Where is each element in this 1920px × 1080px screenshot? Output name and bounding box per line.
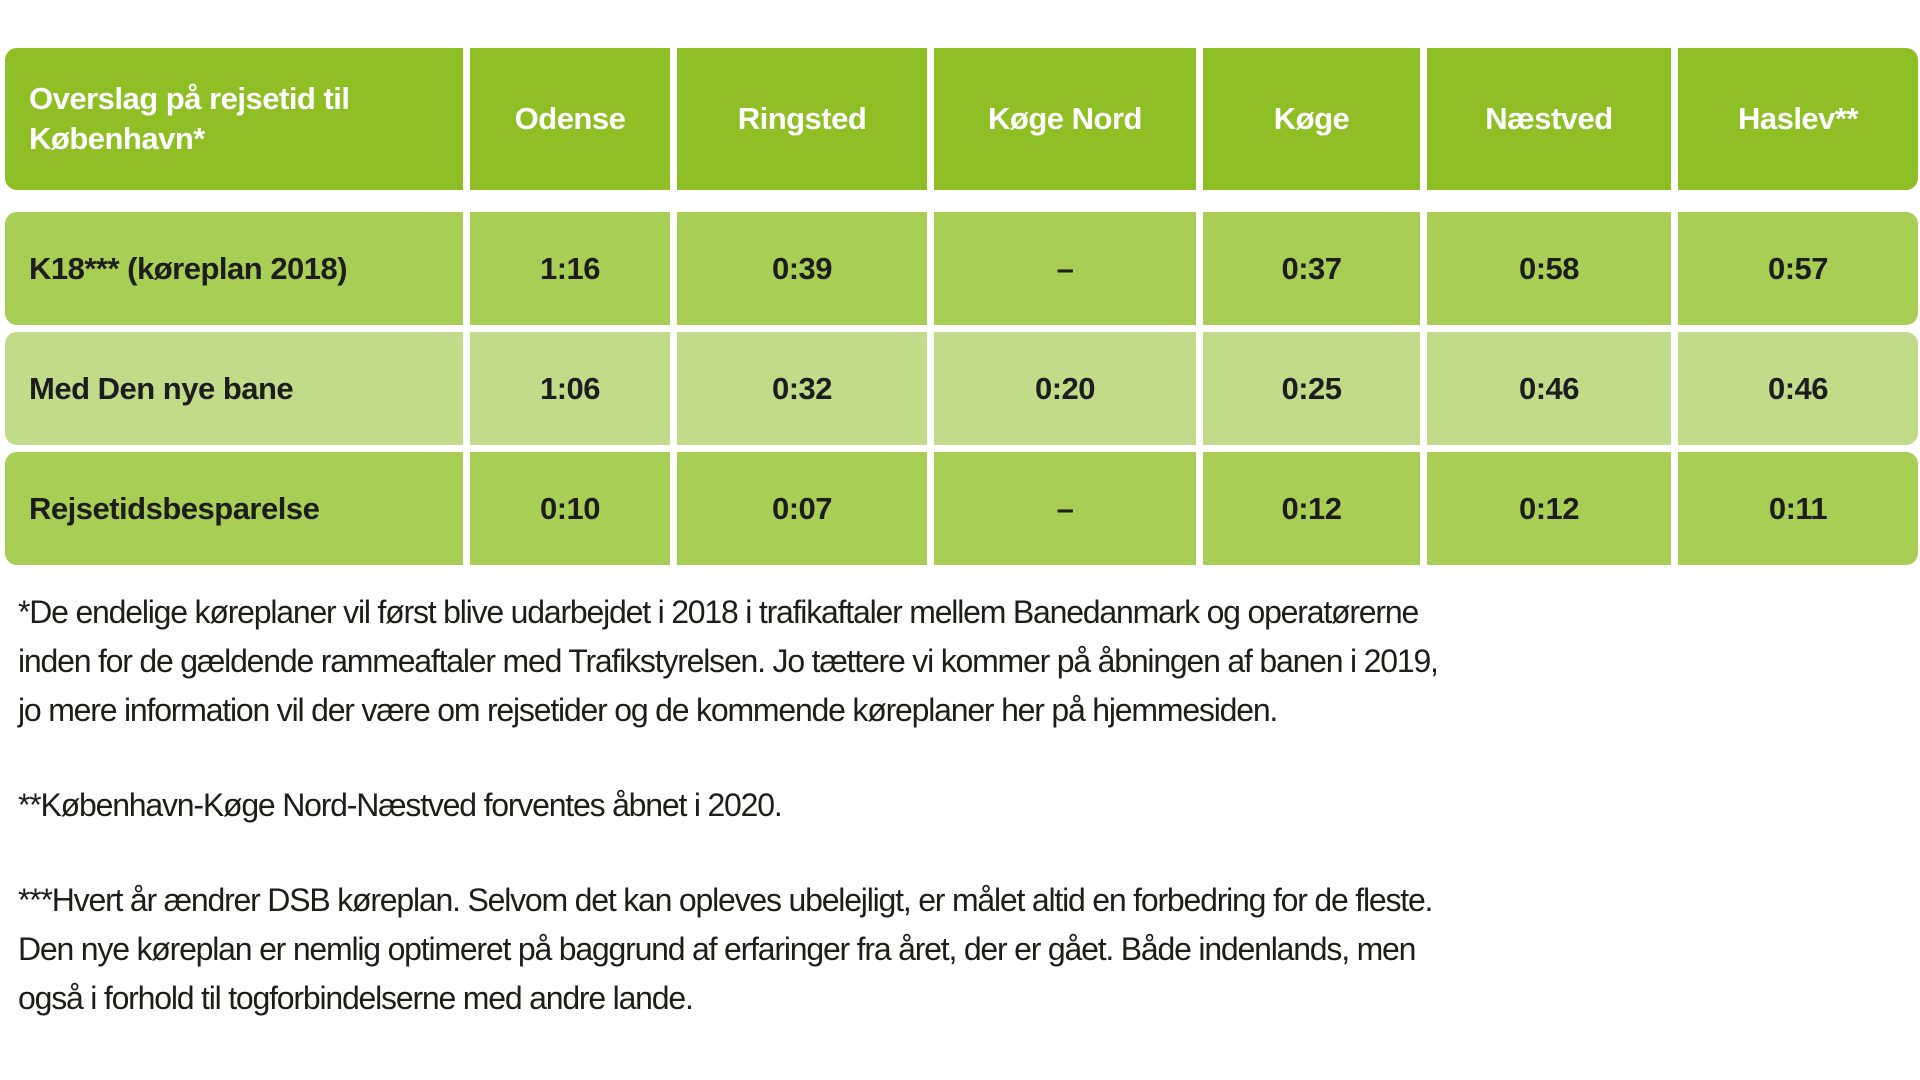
table-cell: 0:57 — [1678, 212, 1918, 325]
footnote-dsb-koereplan: ***Hvert år ændrer DSB køreplan. Selvom … — [18, 882, 1433, 1016]
table-header-row: Overslag på rejsetid til København* Oden… — [5, 48, 1918, 190]
footnote-koereplaner: *De endelige køreplaner vil først blive … — [18, 594, 1439, 728]
table-cell: 0:07 — [677, 452, 927, 565]
table-cell: – — [934, 212, 1196, 325]
column-header-haslev: Haslev** — [1678, 48, 1918, 190]
table-cell: 0:12 — [1427, 452, 1671, 565]
table-cell: 1:06 — [470, 332, 670, 445]
table-title-cell: Overslag på rejsetid til København* — [5, 48, 463, 190]
table-row-besparelse: Rejsetidsbesparelse 0:10 0:07 – 0:12 0:1… — [5, 452, 1918, 565]
row-label: Med Den nye bane — [5, 332, 463, 445]
table-cell: 0:20 — [934, 332, 1196, 445]
table-cell: 0:58 — [1427, 212, 1671, 325]
table-cell: 0:39 — [677, 212, 927, 325]
table-cell: 0:25 — [1203, 332, 1420, 445]
table-cell: 0:10 — [470, 452, 670, 565]
table-cell: 0:46 — [1427, 332, 1671, 445]
table-cell: 1:16 — [470, 212, 670, 325]
footnotes-section: *De endelige køreplaner vil først blive … — [18, 588, 1578, 1023]
footnote-aabning-2020: **København-Køge Nord-Næstved forventes … — [18, 787, 783, 823]
table-cell: 0:32 — [677, 332, 927, 445]
table-cell: 0:46 — [1678, 332, 1918, 445]
table-cell: – — [934, 452, 1196, 565]
column-header-koege-nord: Køge Nord — [934, 48, 1196, 190]
column-header-koege: Køge — [1203, 48, 1420, 190]
table-row-k18: K18*** (køreplan 2018) 1:16 0:39 – 0:37 … — [5, 212, 1918, 325]
travel-time-table: Overslag på rejsetid til København* Oden… — [5, 48, 1918, 565]
table-cell: 0:12 — [1203, 452, 1420, 565]
column-header-naestved: Næstved — [1427, 48, 1671, 190]
row-label: Rejsetidsbesparelse — [5, 452, 463, 565]
row-label: K18*** (køreplan 2018) — [5, 212, 463, 325]
column-header-odense: Odense — [470, 48, 670, 190]
table-row-ny-bane: Med Den nye bane 1:06 0:32 0:20 0:25 0:4… — [5, 332, 1918, 445]
table-cell: 0:37 — [1203, 212, 1420, 325]
table-cell: 0:11 — [1678, 452, 1918, 565]
column-header-ringsted: Ringsted — [677, 48, 927, 190]
